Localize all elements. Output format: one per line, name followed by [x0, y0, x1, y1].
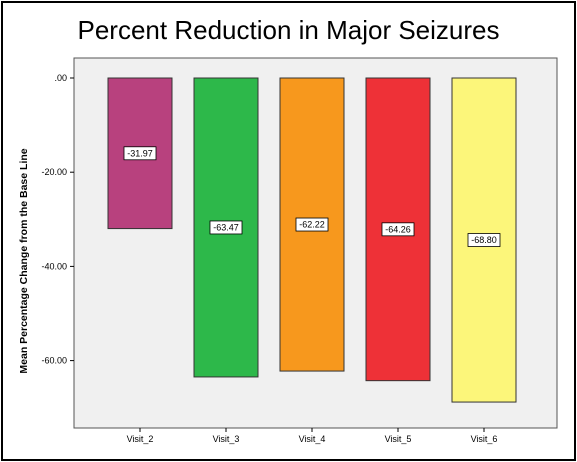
data-labels: -31.97 -63.47 -62.22 -64.26 -68.80 — [123, 146, 501, 247]
data-label: -63.47 — [213, 223, 239, 233]
x-tick-label: Visit_3 — [213, 434, 240, 444]
y-axis-label: Mean Percentage Change from the Base Lin… — [18, 148, 30, 373]
data-label-box — [123, 146, 157, 161]
bars — [107, 77, 517, 403]
chart-title: Percent Reduction in Major Seizures — [77, 15, 500, 45]
y-tick-label: -40.00 — [41, 261, 67, 271]
y-axis: .00 -20.00 -40.00 -60.00 — [41, 73, 74, 366]
x-tick-label: Visit_2 — [127, 434, 154, 444]
y-tick-label: .00 — [54, 73, 67, 83]
x-axis: Visit_2 Visit_3 Visit_4 Visit_5 Visit_6 — [127, 428, 498, 444]
y-tick-label: -60.00 — [41, 356, 67, 366]
x-tick-label: Visit_4 — [299, 434, 326, 444]
data-label-box — [295, 217, 329, 232]
data-label-box — [381, 222, 415, 237]
bar-visit-2 — [107, 77, 173, 230]
data-label: -62.22 — [299, 220, 325, 230]
data-label-box — [467, 233, 501, 247]
y-tick-label: -20.00 — [41, 167, 67, 177]
data-label: -68.80 — [471, 235, 497, 245]
data-label-box — [209, 220, 243, 235]
data-label: -31.97 — [127, 148, 153, 158]
x-tick-label: Visit_6 — [471, 434, 498, 444]
data-label: -64.26 — [385, 225, 411, 235]
x-tick-label: Visit_5 — [385, 434, 412, 444]
